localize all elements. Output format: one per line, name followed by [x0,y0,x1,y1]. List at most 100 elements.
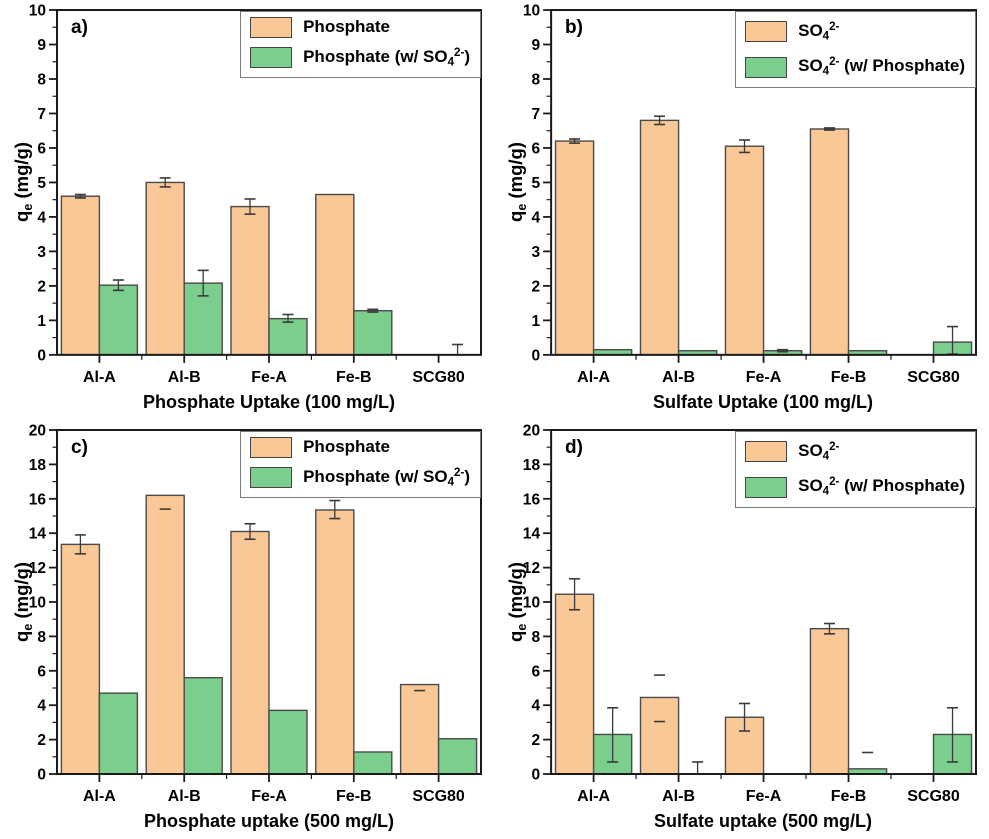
error-bar-al-a-phosphate [74,193,86,199]
y-tick-label: 4 [37,698,46,715]
bar-fe-b-phosphate [315,509,355,775]
legend-label-phosphate: Phosphate [303,436,390,458]
x-tick-label: SCG80 [412,369,465,386]
y-tick-label: 18 [523,457,541,474]
x-tick-label: Fe-B [336,369,372,386]
legend-item-phosphate-with-sulfate: Phosphate (w/ SO42-) [250,462,470,493]
y-tick-label: 10 [29,3,46,20]
error-bar-al-b-sulfate [654,115,666,126]
y-tick-label: 8 [37,629,46,646]
bar-chart-a: 0 1 2 3 4 5 6 7 8 9 10 Al-A Al-B Fe-A Fe-B SCG80 [29,3,482,386]
y-tick-label: 16 [29,491,47,508]
legend-swatch-sulfate [745,21,788,43]
legend-item-phosphate-with-sulfate: Phosphate (w/ SO42-) [250,42,470,73]
error-bar-al-b-phosphate-with-sulfate [197,269,209,297]
error-bar-al-b-sulfate-with-phosphate [692,761,704,774]
text-fragment: SO [798,440,823,460]
legend-swatch-phosphate [250,436,293,458]
bar-fe-b-phosphate-with-sulfate [353,310,393,356]
y-tick-label: 5 [37,175,46,192]
bar-scg80-phosphate [399,683,440,775]
text-fragment: (w/ Phosphate) [839,56,965,76]
bar-al-a-sulfate [554,140,595,356]
legend: Phosphate Phosphate (w/ SO42-) [240,431,481,499]
y-tick-label: 8 [531,71,540,88]
text-fragment: ) [464,466,470,486]
legend-label-sulfate-with-phosphate: SO42- (w/ Phosphate) [798,51,965,82]
x-tick-label: Fe-B [831,788,867,805]
error-bar-fe-a-phosphate-with-sulfate [282,313,294,323]
y-tick-label: 0 [531,347,540,364]
panel-d: 0 2 4 6 8 10 12 14 16 18 20 Al-A Al-B Fe-A Fe-B SCG80 q… [494,420,989,839]
y-tick-label: 9 [37,37,46,54]
panel-a: 0 1 2 3 4 5 6 7 8 9 10 Al-A Al-B Fe-A Fe-B SCG80 qe (mg… [0,0,494,420]
y-tick-label: 10 [523,595,540,612]
legend-swatch-sulfate-with-phosphate [745,476,788,498]
error-bar-fe-a-phosphate [244,522,256,541]
legend-label-phosphate-with-sulfate: Phosphate (w/ SO42-) [303,42,470,73]
legend-item-sulfate: SO42- [745,16,965,47]
bar-chart-c: 0 2 4 6 8 10 12 14 16 18 20 Al-A Al-B Fe-A Fe-B SCG80 [29,423,482,805]
legend-label-sulfate: SO42- [798,436,839,467]
bar-al-b-sulfate [639,119,680,356]
y-tick-label: 6 [531,140,540,157]
bar-fe-b-phosphate [315,193,355,356]
y-tick-label: 6 [531,663,540,680]
error-bar-al-b-phosphate [159,177,171,188]
legend-swatch-phosphate-with-sulfate [250,47,293,69]
legend: SO42- SO42- (w/ Phosphate) [735,431,976,508]
error-bar-fe-b-sulfate [823,622,835,635]
y-tick-label: 2 [531,278,540,295]
x-tick-label: Fe-A [746,368,782,386]
bar-fe-a-phosphate-with-sulfate [268,317,308,356]
error-bar-al-a-sulfate [569,577,581,611]
error-bar-al-a-sulfate-with-phosphate [607,706,619,763]
x-tick-label: Fe-A [251,788,287,805]
y-tick-label: 10 [29,595,46,612]
legend-item-sulfate-with-phosphate: SO42- (w/ Phosphate) [745,471,965,502]
bar-fe-a-phosphate-with-sulfate [268,709,308,775]
error-bar-al-a-phosphate [74,534,86,555]
panel-label: a) [71,17,88,38]
x-tick-label: Al-A [577,788,610,805]
text-fragment: ) [464,46,470,66]
error-bar-al-a-phosphate-with-sulfate [112,279,124,292]
text-fragment: 4 [822,30,830,43]
y-tick-label: 3 [531,244,540,261]
text-fragment: Phosphate (w/ SO [303,466,448,486]
y-tick-label: 4 [37,209,46,226]
bar-al-a-phosphate-with-sulfate [98,284,139,356]
legend-swatch-sulfate-with-phosphate [745,56,788,78]
text-fragment: SO [798,20,823,40]
legend: Phosphate Phosphate (w/ SO42-) [240,11,481,79]
legend-label-phosphate-with-sulfate: Phosphate (w/ SO42-) [303,462,470,493]
x-tick-label: Fe-B [336,788,372,805]
error-bar-fe-b-phosphate-with-sulfate [367,308,379,313]
x-tick-label: Fe-B [831,368,867,386]
error-bar-al-a-sulfate [569,138,581,144]
legend-swatch-phosphate-with-sulfate [250,467,293,489]
x-tick-label: Al-B [662,788,695,805]
x-tick-label: Al-A [577,368,610,386]
legend-label-sulfate-with-phosphate: SO42- (w/ Phosphate) [798,471,965,502]
y-tick-label: 8 [37,71,46,88]
bar-al-a-phosphate-with-sulfate [98,692,139,775]
panel-label: b) [565,17,583,38]
x-tick-label: SCG80 [412,788,465,805]
legend-item-phosphate: Phosphate [250,16,470,38]
text-fragment: 2- [454,47,465,59]
y-tick-label: 20 [29,423,46,440]
y-tick-label: 4 [531,698,540,715]
y-tick-label: 2 [37,278,46,295]
bar-chart-d: 0 2 4 6 8 10 12 14 16 18 20 Al-A Al-B Fe-A Fe-B SCG80 [523,423,977,805]
y-tick-label: 20 [523,423,540,440]
text-fragment: 2- [454,467,465,479]
x-axis-label: Sulfate Uptake (100 mg/L) [652,392,874,412]
text-fragment: 4 [822,65,830,78]
bar-al-b-sulfate [639,696,680,775]
y-tick-label: 2 [37,732,46,749]
y-tick-label: 18 [29,457,47,474]
legend-label-phosphate: Phosphate [303,16,390,38]
legend-item-sulfate-with-phosphate: SO42- (w/ Phosphate) [745,51,965,82]
text-fragment: 4 [447,476,455,489]
